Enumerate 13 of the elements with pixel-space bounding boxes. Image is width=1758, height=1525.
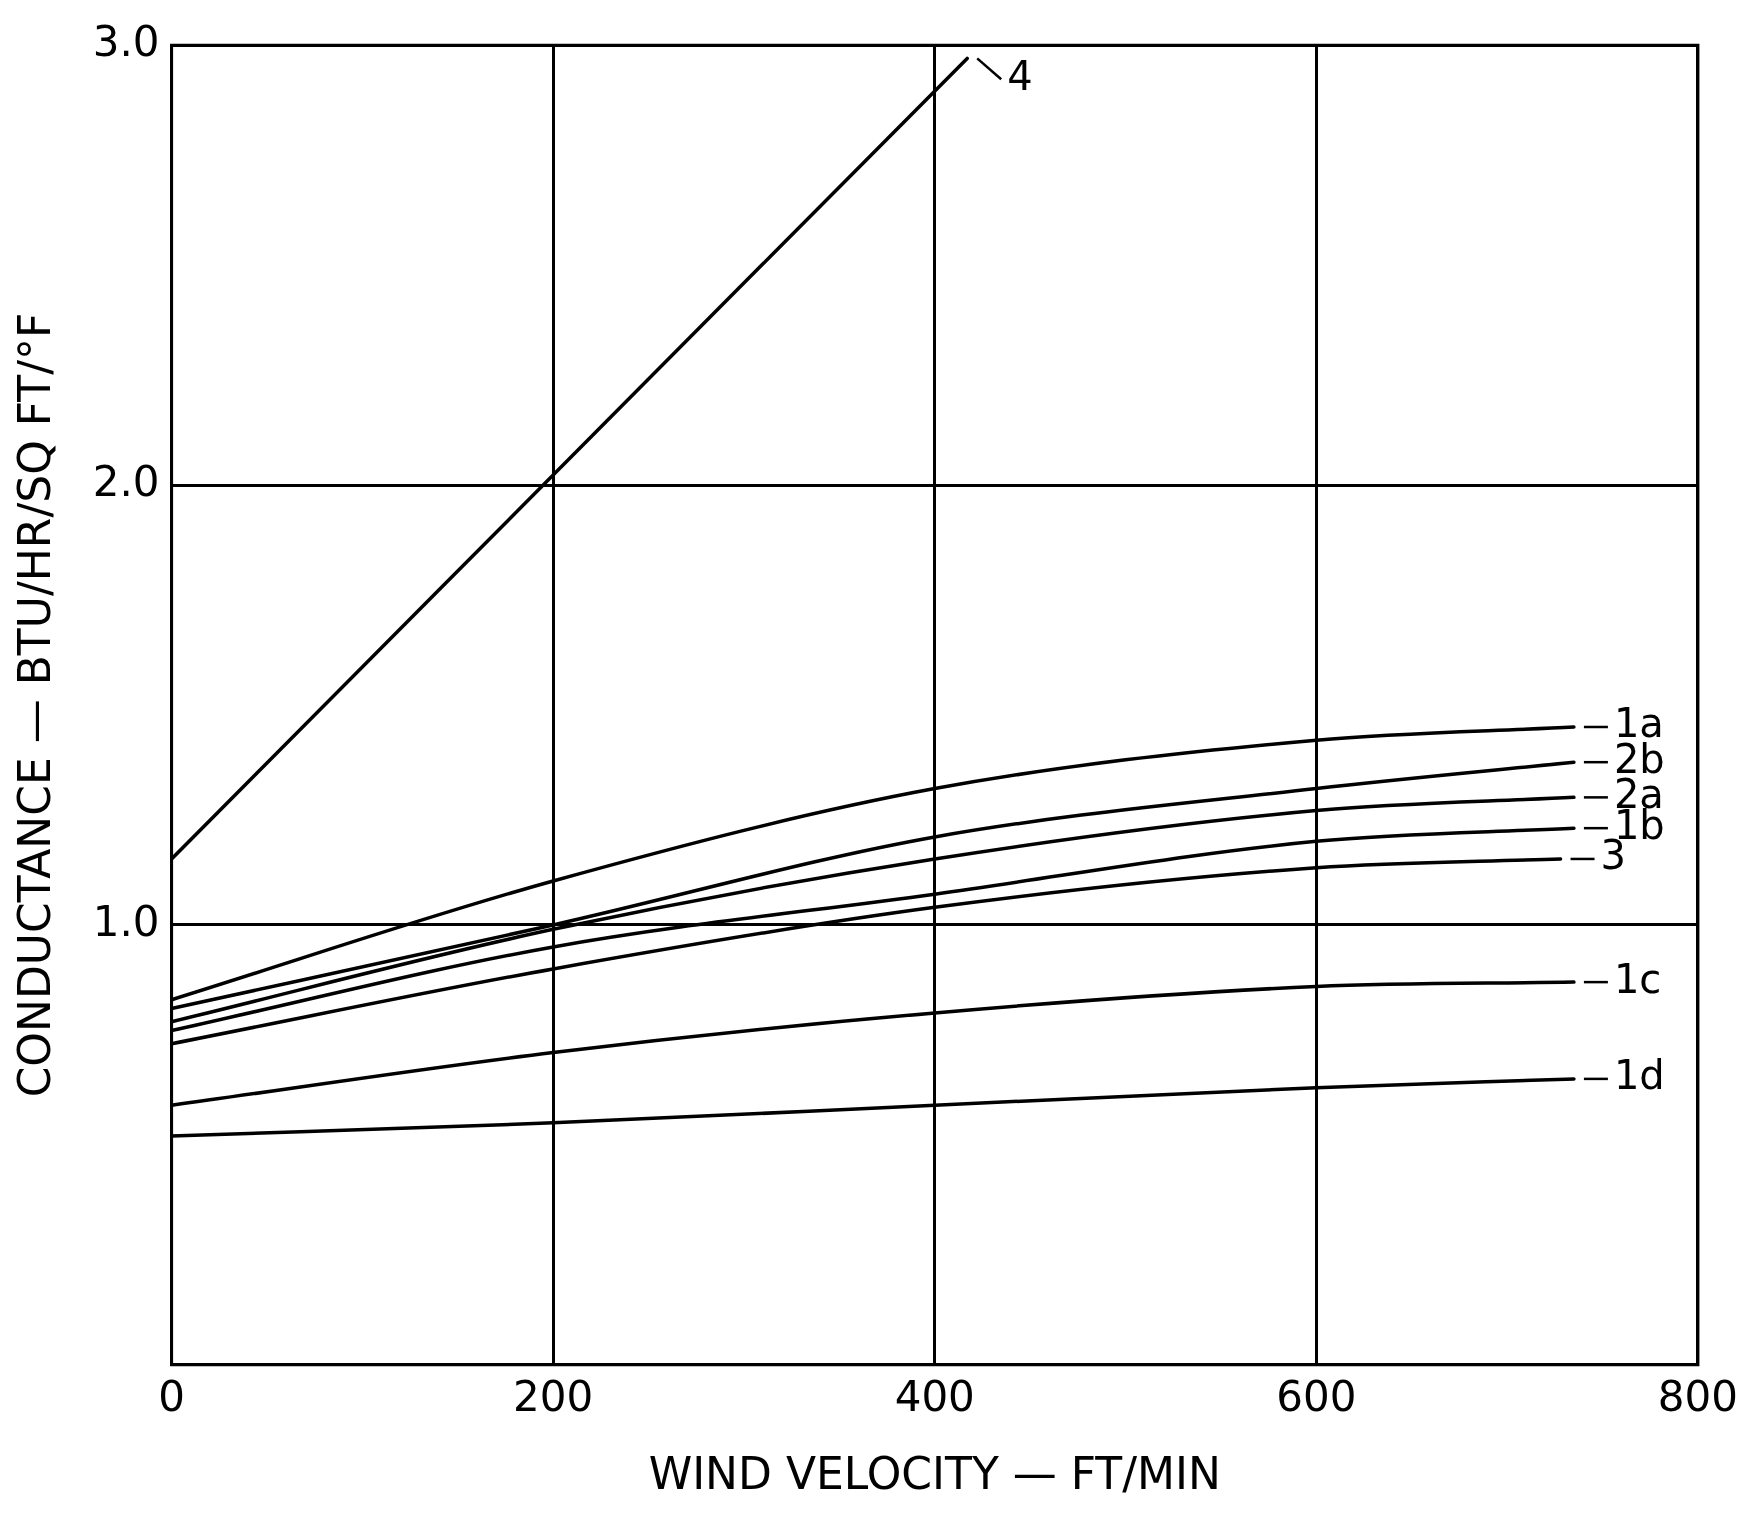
x-tick-label: 800 — [1657, 1371, 1738, 1421]
x-axis-title: WIND VELOCITY — FT/MIN — [648, 1448, 1221, 1500]
x-tick-label: 400 — [894, 1371, 975, 1421]
legend-label: 4 — [1007, 52, 1033, 99]
y-tick-label: 3.0 — [92, 17, 160, 67]
y-axis-title: CONDUCTANCE — BTU/HR/SQ FT/°F — [8, 312, 60, 1098]
x-tick-label: 0 — [158, 1371, 185, 1421]
legend-label: 1d — [1613, 1052, 1665, 1099]
y-tick-label: 2.0 — [92, 456, 160, 506]
x-tick-label: 200 — [513, 1371, 594, 1421]
y-tick-label: 1.0 — [92, 896, 160, 946]
x-tick-label: 600 — [1276, 1371, 1357, 1421]
legend-label: 1c — [1613, 955, 1662, 1002]
